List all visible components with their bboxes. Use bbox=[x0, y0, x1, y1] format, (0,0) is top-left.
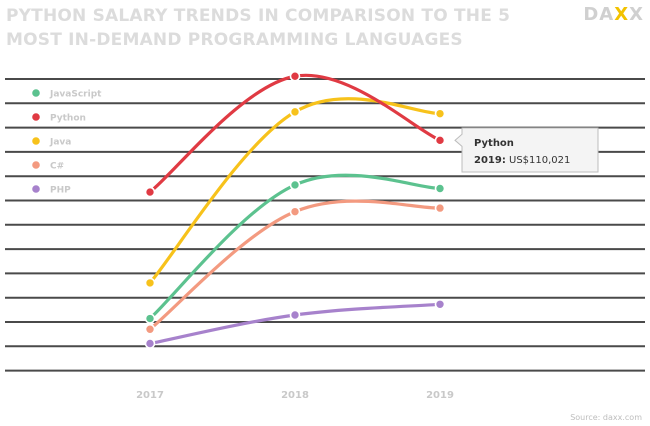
data-point-php-2019[interactable] bbox=[434, 298, 446, 310]
source-note: Source: daxx.com bbox=[570, 413, 642, 422]
legend-label-java[interactable]: Java bbox=[49, 138, 71, 148]
legend-marker-php[interactable] bbox=[30, 183, 42, 195]
legend-marker-java[interactable] bbox=[30, 135, 42, 147]
data-point-c--2018[interactable] bbox=[289, 206, 301, 217]
data-point-python-2017[interactable] bbox=[144, 186, 156, 198]
data-point-javascript-2019[interactable] bbox=[434, 183, 446, 194]
legend: JavaScript Python Java C# PHP bbox=[30, 87, 102, 196]
x-tick-2019: 2019 bbox=[426, 390, 454, 401]
legend-marker-c-[interactable] bbox=[30, 159, 42, 171]
data-point-java-2017[interactable] bbox=[144, 277, 156, 289]
data-point-php-2018[interactable] bbox=[289, 309, 301, 321]
x-tick-2018: 2018 bbox=[281, 390, 309, 401]
x-tick-2017: 2017 bbox=[136, 390, 164, 401]
data-point-php-2017[interactable] bbox=[144, 338, 156, 349]
chart-title: PYTHON SALARY TRENDS IN COMPARISON TO TH… bbox=[6, 6, 511, 50]
data-point-python-2018[interactable] bbox=[289, 70, 301, 82]
legend-label-c-[interactable]: C# bbox=[50, 162, 64, 172]
data-point-c--2017[interactable] bbox=[144, 323, 156, 335]
data-point-java-2018[interactable] bbox=[289, 106, 301, 118]
series-line-java bbox=[148, 97, 442, 285]
data-point-python-2019[interactable] bbox=[434, 135, 446, 146]
grid-lines bbox=[5, 78, 645, 372]
data-point-c--2019[interactable] bbox=[434, 202, 446, 214]
data-point-javascript-2018[interactable] bbox=[289, 179, 301, 191]
tooltip-value: US$110,021 bbox=[509, 155, 570, 166]
tooltip-series-name: Python bbox=[474, 138, 514, 149]
data-point-javascript-2017[interactable] bbox=[144, 313, 156, 324]
data-point-java-2019[interactable] bbox=[434, 108, 446, 119]
legend-marker-python[interactable] bbox=[30, 111, 42, 123]
legend-label-php[interactable]: PHP bbox=[50, 186, 71, 196]
data-points bbox=[144, 70, 446, 349]
legend-marker-javascript[interactable] bbox=[30, 87, 42, 99]
series-line-python bbox=[148, 73, 442, 194]
daxx-logo: DAXX bbox=[583, 4, 644, 25]
tooltip-year: 2019: bbox=[474, 155, 506, 166]
logo-x-mark: X bbox=[614, 4, 630, 25]
x-axis-ticks: 2017 2018 2019 bbox=[136, 390, 454, 401]
tooltip: Python 2019: US$110,021 bbox=[454, 127, 599, 173]
legend-label-javascript[interactable]: JavaScript bbox=[49, 90, 102, 100]
legend-label-python[interactable]: Python bbox=[50, 114, 86, 124]
tooltip-box bbox=[454, 127, 599, 173]
